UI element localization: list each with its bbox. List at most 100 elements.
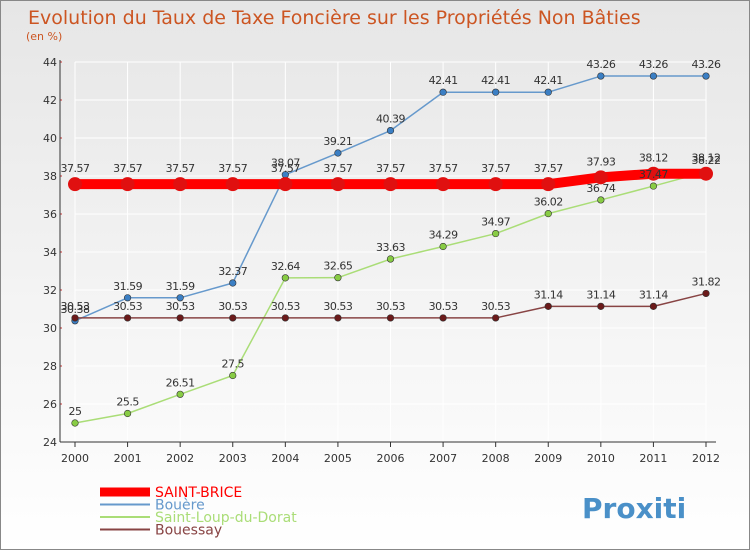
logo-text: Proxiti (582, 492, 686, 525)
data-point (173, 177, 188, 192)
y-tick-label: 26 (43, 398, 57, 411)
data-label: 31.82 (692, 275, 721, 288)
data-point (439, 88, 447, 96)
data-label: 30.53 (376, 300, 405, 313)
legend-label: Saint-Loup-du-Dorat (155, 510, 297, 526)
data-label: 32.37 (218, 265, 247, 278)
data-point (386, 314, 395, 322)
data-point (649, 72, 658, 80)
data-point (120, 177, 135, 192)
chart-title: Evolution du Taux de Taxe Foncière sur l… (28, 7, 641, 29)
data-point (123, 294, 132, 302)
x-tick-label: 2001 (114, 452, 142, 465)
data-label: 31.59 (113, 280, 142, 293)
data-label: 31.14 (534, 288, 563, 301)
data-label: 25 (69, 405, 82, 418)
data-label: 37.47 (639, 168, 668, 181)
data-point (436, 177, 451, 192)
data-label: 37.57 (113, 162, 142, 175)
data-point (225, 177, 240, 192)
data-label: 38.12 (692, 152, 721, 165)
data-point (334, 314, 342, 322)
data-point (597, 196, 605, 204)
data-point (71, 314, 79, 322)
data-label: 37.57 (534, 162, 563, 175)
data-point (334, 274, 342, 282)
data-label: 33.63 (376, 241, 405, 254)
legend-label: SAINT-BRICE (155, 485, 242, 501)
data-label: 30.38 (61, 303, 90, 316)
grid-layer (74, 61, 707, 443)
x-tick-label: 2009 (534, 452, 562, 465)
data-point (330, 177, 345, 192)
y-tick-label: 24 (43, 436, 57, 449)
data-point (646, 166, 661, 181)
data-point (383, 177, 398, 192)
x-tick-label: 2002 (166, 452, 194, 465)
data-label: 34.97 (481, 216, 510, 229)
data-point (281, 274, 289, 282)
data-label: 31.14 (586, 288, 615, 301)
data-point (649, 182, 658, 190)
data-point (176, 294, 184, 302)
data-label: 37.57 (61, 162, 90, 175)
data-label: 37.57 (376, 162, 405, 175)
data-label: 37.57 (166, 162, 195, 175)
data-point (702, 289, 710, 298)
data-label: 26.51 (166, 376, 195, 389)
data-label: 42.41 (429, 74, 458, 87)
data-point (492, 88, 500, 96)
data-point (71, 419, 79, 427)
proxiti-logo: Proxiti (582, 492, 686, 525)
data-label: 37.93 (586, 155, 615, 168)
data-label: 38.22 (692, 154, 721, 167)
data-point (593, 170, 608, 185)
data-label: 37.57 (429, 162, 458, 175)
y-tick-label: 30 (43, 322, 57, 335)
y-tick-label: 44 (43, 56, 57, 69)
data-label: 30.53 (113, 300, 142, 313)
data-point (544, 210, 552, 218)
data-label: 31.14 (639, 288, 668, 301)
data-label: 38.12 (639, 152, 668, 165)
data-label: 43.26 (639, 58, 668, 71)
legend-label: Bouère (155, 498, 205, 514)
data-label: 31.59 (166, 280, 195, 293)
x-tick-label: 2005 (324, 452, 352, 465)
data-label: 30.53 (271, 300, 300, 313)
axis-layer: 24 26 28 30 32 34 36 38 40 42 44 2000 2001 2002 2003 20… (43, 56, 720, 465)
data-point (123, 314, 132, 322)
series-layer (68, 72, 713, 427)
data-label: 30.53 (218, 300, 247, 313)
data-point (597, 302, 605, 310)
data-label: 37.57 (323, 162, 352, 175)
data-point (488, 177, 503, 192)
data-point (439, 314, 447, 322)
data-label: 43.26 (586, 58, 615, 71)
data-point (68, 177, 82, 192)
data-point (492, 314, 500, 322)
x-tick-label: 2000 (61, 452, 89, 465)
data-point (544, 302, 552, 310)
data-label: 42.41 (481, 74, 510, 87)
data-point (229, 279, 237, 287)
data-label: 30.53 (481, 300, 510, 313)
x-tick-label: 2010 (587, 452, 615, 465)
x-tick-label: 2011 (639, 452, 667, 465)
data-label: 30.53 (429, 300, 458, 313)
x-tick-label: 2006 (377, 452, 405, 465)
data-label: 37.57 (271, 162, 300, 175)
data-point (649, 302, 658, 310)
data-label: 30.53 (61, 300, 90, 313)
data-label: 34.29 (429, 228, 458, 241)
data-point (334, 149, 342, 157)
y-tick-label: 36 (43, 208, 57, 221)
data-label: 40.39 (376, 113, 405, 126)
data-label: 32.65 (323, 260, 352, 273)
data-point (229, 371, 237, 380)
data-label: 37.57 (481, 162, 510, 175)
data-label: 25.5 (116, 396, 139, 409)
data-point (278, 177, 293, 192)
data-point (123, 409, 132, 418)
